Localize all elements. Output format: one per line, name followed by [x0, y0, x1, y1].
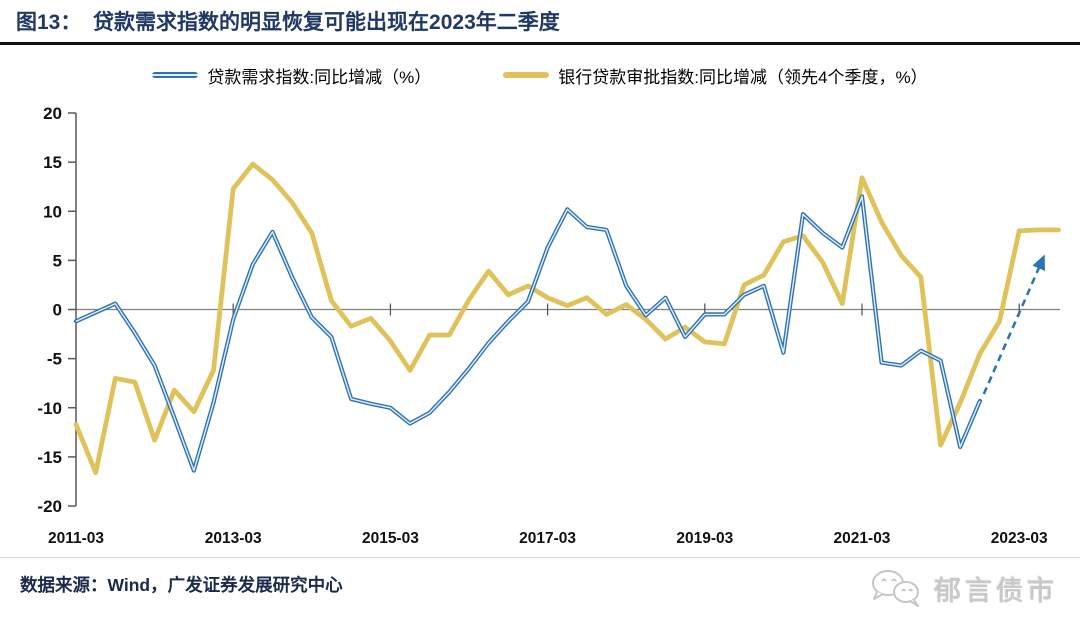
line-chart-canvas: 2011-03 2013-03 2015-03 2017-03 2019-03 2021-…	[37, 104, 1061, 547]
figure-title: 图13： 贷款需求指数的明显恢复可能出现在2023年二季度	[0, 0, 1080, 45]
legend-label-loan-approval: 银行贷款审批指数:同比增减（领先4个季度，%）	[558, 67, 928, 87]
x-axis-label: 2011-03	[48, 530, 104, 547]
yuyan-bond-watermark: 郁言债市	[868, 568, 1058, 608]
chart-legend: 贷款需求指数:同比增减（%） 银行贷款审批指数:同比增减（领先4个季度，%）	[0, 61, 1080, 89]
x-axis-label: 2021-03	[834, 530, 891, 547]
y-axis-label: 15	[43, 153, 62, 172]
legend-item-loan-approval: 银行贷款审批指数:同比增减（领先4个季度，%）	[503, 63, 928, 88]
y-axis-label: 0	[53, 301, 62, 320]
legend-swatch-blue-icon	[152, 72, 199, 78]
legend-label-loan-demand: 贷款需求指数:同比增减（%）	[207, 67, 432, 87]
x-axis-label: 2015-03	[362, 530, 419, 547]
figure-title-text: 图13： 贷款需求指数的明显恢复可能出现在2023年二季度	[16, 11, 560, 34]
watermark-text: 郁言债市	[934, 575, 1058, 606]
data-source-text: 数据来源：Wind，广发证券发展研究中心	[20, 575, 343, 595]
y-axis-label: 20	[43, 104, 62, 123]
series-loan-demand-line-center	[75, 195, 981, 472]
legend-swatch-yellow-icon	[503, 72, 550, 78]
legend-item-loan-demand: 贷款需求指数:同比增减（%）	[152, 63, 431, 88]
x-axis-label: 2019-03	[676, 530, 733, 547]
y-axis-label: -20	[37, 497, 62, 516]
y-axis-label: -5	[47, 350, 62, 369]
series-loan-approval-line	[73, 161, 1061, 475]
x-axis-label: 2013-03	[205, 530, 262, 547]
y-axis-label: -10	[37, 399, 62, 418]
y-axis-label: 10	[43, 202, 62, 221]
projection-arrowhead-icon	[1032, 254, 1045, 271]
series-loan-demand-line	[73, 194, 982, 473]
wechat-icon	[872, 570, 919, 607]
chart-footer: 数据来源：Wind，广发证券发展研究中心 郁言债市	[0, 557, 1080, 631]
x-axis-label: 2023-03	[991, 530, 1048, 547]
y-axis-label: 5	[53, 251, 62, 270]
x-axis-label: 2017-03	[519, 530, 576, 547]
y-axis-label: -15	[37, 448, 62, 467]
